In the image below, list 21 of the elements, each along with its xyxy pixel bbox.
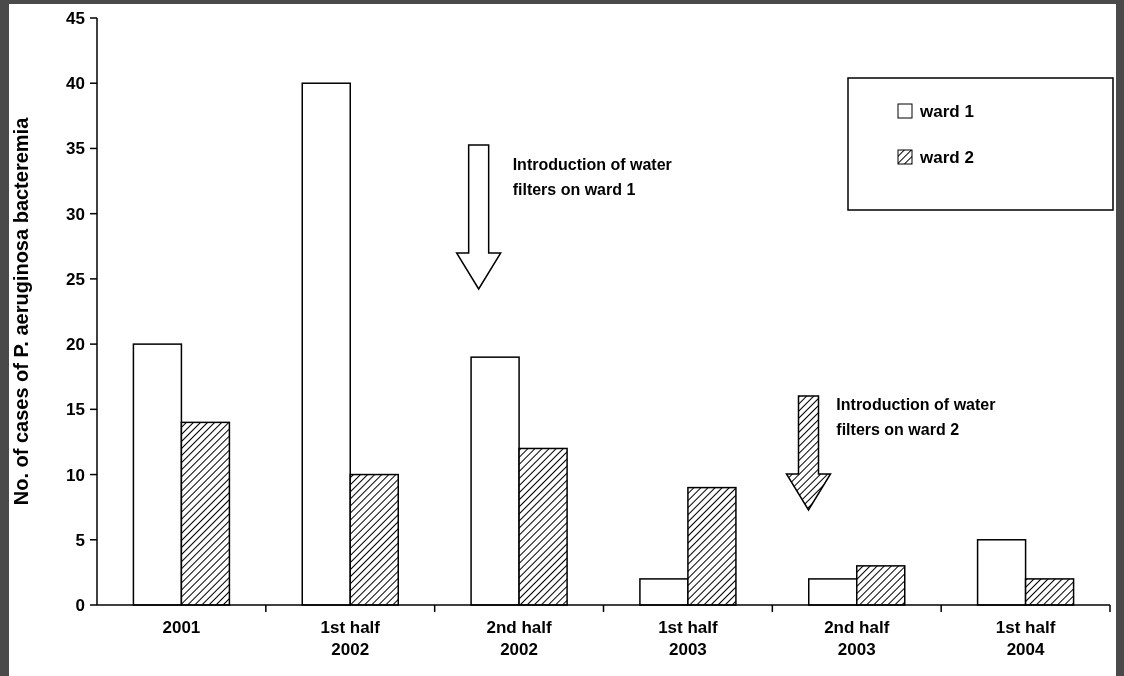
y-tick-label: 35 xyxy=(66,139,85,159)
legend-label: ward 2 xyxy=(919,147,974,167)
legend-label: ward 1 xyxy=(919,101,974,121)
x-tick-label: 2nd half 2003 xyxy=(824,618,890,659)
y-axis-title: No. of cases of P. aeruginosa bacteremia xyxy=(10,116,32,506)
x-tick-label: 2001 xyxy=(162,618,201,637)
y-tick-label: 0 xyxy=(75,595,85,615)
y-tick-label: 10 xyxy=(66,465,85,485)
y-tick-label: 25 xyxy=(66,269,85,289)
x-tick-label: 1st half 2002 xyxy=(320,618,381,659)
y-tick-label: 30 xyxy=(66,204,85,224)
x-tick-label: 1st half 2004 xyxy=(995,618,1056,659)
annotation: Introduction of water filters on ward 2 xyxy=(836,396,996,438)
y-tick-label: 45 xyxy=(66,8,85,28)
x-tick-label: 2nd half 2002 xyxy=(486,618,553,659)
y-tick-label: 40 xyxy=(66,74,85,94)
y-tick-label: 5 xyxy=(75,530,85,550)
y-tick-label: 15 xyxy=(66,400,85,420)
annotation: Introduction of water filters on ward 1 xyxy=(512,156,672,198)
y-tick-label: 20 xyxy=(66,335,85,355)
x-tick-label: 1st half 2003 xyxy=(658,618,719,659)
